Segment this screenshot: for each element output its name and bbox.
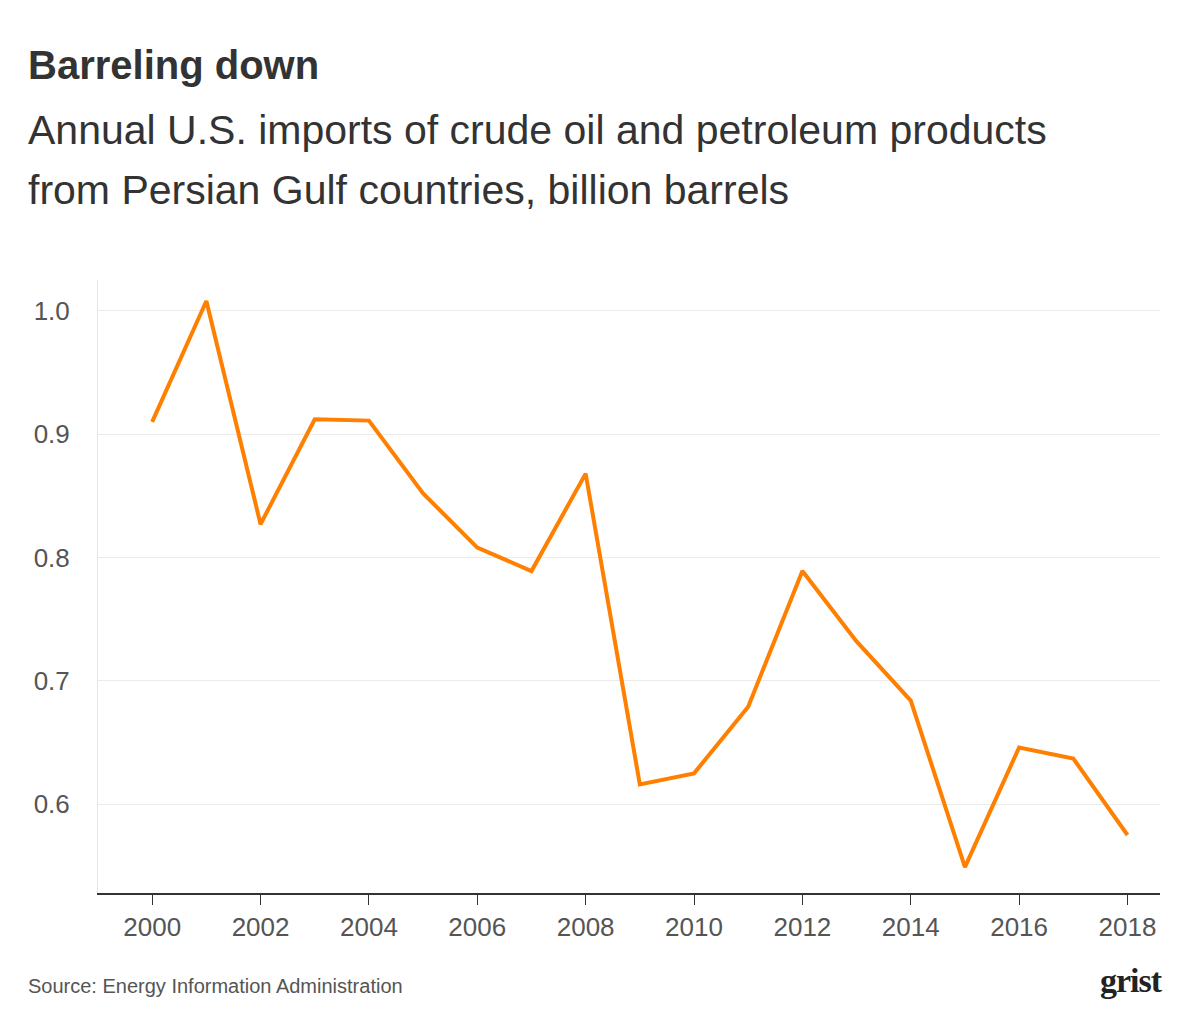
svg-text:2006: 2006 — [448, 912, 506, 942]
html-text:Barreling down: Barreling down — [28, 43, 320, 87]
svg-text:2008: 2008 — [557, 912, 615, 942]
svg-text:2002: 2002 — [232, 912, 290, 942]
svg-text:2012: 2012 — [773, 912, 831, 942]
html-text:Annual U.S. imports of crude o: Annual U.S. imports of crude oil and pet… — [28, 107, 1047, 213]
svg-text:2014: 2014 — [882, 912, 940, 942]
svg-text:1.0: 1.0 — [34, 296, 70, 326]
svg-text:2000: 2000 — [123, 912, 181, 942]
svg-text:0.9: 0.9 — [34, 419, 70, 449]
svg-text:2016: 2016 — [990, 912, 1048, 942]
svg-text:2004: 2004 — [340, 912, 398, 942]
html-text:Source: Energy Information Adm: Source: Energy Information Administratio… — [28, 975, 403, 997]
html-text:grist: grist — [1099, 962, 1161, 999]
svg-text:2018: 2018 — [1099, 912, 1157, 942]
svg-text:0.8: 0.8 — [34, 543, 70, 573]
svg-text:0.7: 0.7 — [34, 666, 70, 696]
svg-text:0.6: 0.6 — [34, 789, 70, 819]
svg-text:2010: 2010 — [665, 912, 723, 942]
